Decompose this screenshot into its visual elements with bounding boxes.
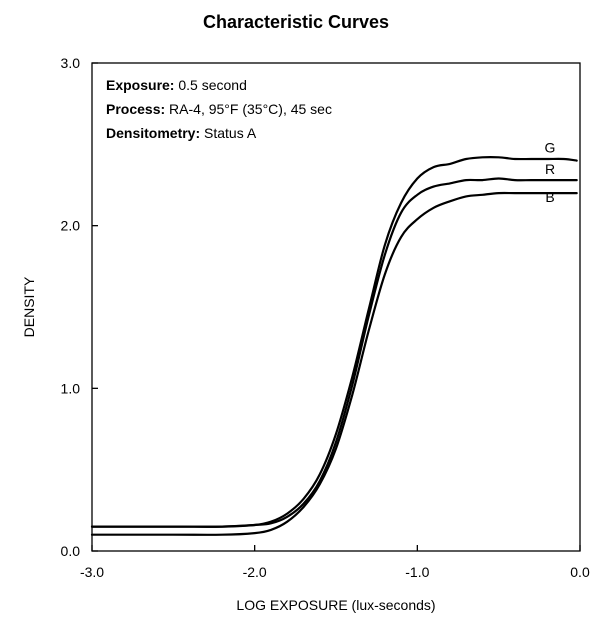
plot-frame bbox=[91, 62, 581, 552]
exposure-value: 0.5 second bbox=[174, 77, 246, 93]
y-tick-label: 2.0 bbox=[61, 218, 81, 234]
exposure-key: Exposure: bbox=[106, 77, 174, 93]
curve-g bbox=[90, 156, 578, 528]
curve-group bbox=[90, 156, 578, 536]
series-label-group: GRB bbox=[545, 140, 556, 206]
series-label-g: G bbox=[545, 140, 556, 156]
process-value: RA-4, 95°F (35°C), 45 sec bbox=[165, 101, 332, 117]
densitometry-annotation: Densitometry: Status A bbox=[106, 125, 257, 141]
x-tick-label: -1.0 bbox=[405, 564, 429, 580]
process-key: Process: bbox=[106, 101, 165, 117]
curve-b bbox=[90, 191, 578, 536]
densitometry-key: Densitometry: bbox=[106, 125, 200, 141]
curve-r bbox=[90, 177, 578, 528]
series-label-b: B bbox=[545, 189, 554, 205]
x-axis-label: LOG EXPOSURE (lux-seconds) bbox=[236, 597, 435, 613]
process-annotation: Process: RA-4, 95°F (35°C), 45 sec bbox=[106, 101, 332, 117]
y-axis-ticks: 0.0 1.0 2.0 3.0 bbox=[61, 55, 98, 559]
series-label-r: R bbox=[545, 161, 555, 177]
chart-title: Characteristic Curves bbox=[203, 12, 389, 32]
exposure-annotation: Exposure: 0.5 second bbox=[106, 77, 247, 93]
x-tick-label: -2.0 bbox=[243, 564, 267, 580]
y-axis-label: DENSITY bbox=[21, 276, 37, 337]
y-tick-label: 1.0 bbox=[61, 380, 81, 396]
info-box: Exposure: 0.5 second Process: RA-4, 95°F… bbox=[106, 77, 332, 141]
y-tick-label: 3.0 bbox=[61, 55, 81, 71]
densitometry-value: Status A bbox=[200, 125, 257, 141]
x-tick-label: 0.0 bbox=[570, 564, 590, 580]
y-tick-label: 0.0 bbox=[61, 543, 81, 559]
x-axis-ticks: -3.0 -2.0 -1.0 0.0 bbox=[80, 545, 590, 580]
x-tick-label: -3.0 bbox=[80, 564, 104, 580]
